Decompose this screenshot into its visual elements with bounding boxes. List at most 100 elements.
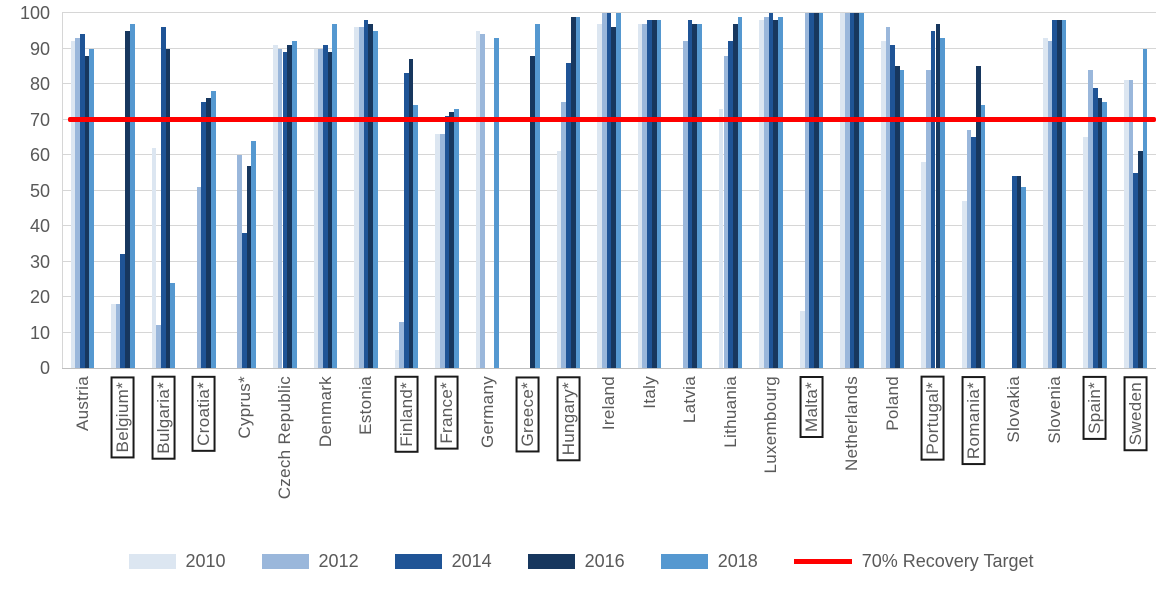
bar-Italy-2018 xyxy=(656,20,662,368)
bar-Luxembourg-2012 xyxy=(764,16,769,368)
bar-Latvia-2016 xyxy=(692,23,698,368)
x-axis-label-Bulgaria: Bulgaria* xyxy=(151,376,176,460)
bar-Spain-2018 xyxy=(1102,101,1107,368)
bar-Denmark-2018 xyxy=(332,23,338,368)
x-axis-label-wrap: Bulgaria* xyxy=(147,376,179,542)
bar-Luxembourg-2016 xyxy=(773,20,779,368)
bar-Cyprus-2016 xyxy=(246,165,252,368)
bar-Croatia-2014 xyxy=(201,101,207,368)
bar-Poland-2018 xyxy=(899,69,905,368)
legend-label-2012: 2012 xyxy=(318,551,359,571)
y-axis-tick-label-40: 40 xyxy=(29,216,50,236)
bar-Spain-2016 xyxy=(1097,98,1103,368)
bar-Latvia-2014 xyxy=(687,20,693,368)
x-axis-label-Luxembourg: Luxembourg xyxy=(761,376,781,474)
bar-Ireland-2012 xyxy=(601,13,607,368)
legend-label-2014: 2014 xyxy=(451,551,492,571)
bar-Hungary-2018 xyxy=(575,16,581,368)
bar-Netherlands-2010 xyxy=(840,13,846,368)
bar-Cyprus-2018 xyxy=(251,140,257,368)
bar-Sweden-2016 xyxy=(1138,151,1143,368)
chart-legend: 2010 2012 2014 2016 2018 70% Recovery Target xyxy=(0,551,1162,572)
x-axis-label-wrap: Romania* xyxy=(958,376,990,542)
x-axis-line xyxy=(62,368,1156,369)
bar-Luxembourg-2014 xyxy=(768,13,774,368)
x-axis-label-wrap: Ireland xyxy=(593,376,625,542)
bar-Ireland-2010 xyxy=(597,23,602,368)
bar-Czech Republic-2012 xyxy=(277,48,283,368)
x-axis-label-wrap: France* xyxy=(431,376,463,542)
bar-Romania-2010 xyxy=(961,201,967,368)
bar-Belgium-2018 xyxy=(129,23,135,368)
bar-Slovenia-2014 xyxy=(1052,20,1058,368)
x-axis-label-wrap: Cyprus* xyxy=(228,376,260,542)
bar-Malta-2010 xyxy=(799,311,805,368)
bar-Spain-2012 xyxy=(1088,69,1093,368)
bar-Czech Republic-2016 xyxy=(287,44,292,368)
bar-Italy-2016 xyxy=(651,20,657,368)
y-axis-tick-label-80: 80 xyxy=(29,74,50,94)
bar-Hungary-2012 xyxy=(561,101,567,368)
target-line-70-percent xyxy=(68,117,1156,122)
bar-Finland-2014 xyxy=(404,73,409,368)
bar-Denmark-2010 xyxy=(313,48,319,368)
x-axis-label-Netherlands: Netherlands xyxy=(842,376,862,471)
x-axis-label-wrap: Poland xyxy=(877,376,909,542)
bar-Netherlands-2018 xyxy=(859,13,864,368)
legend-item-2012: 2012 xyxy=(261,551,359,572)
bar-Cyprus-2014 xyxy=(241,233,247,368)
x-axis-label-Spain: Spain* xyxy=(1083,376,1107,440)
legend-item-2010: 2010 xyxy=(128,551,226,572)
x-axis-label-wrap: Italy xyxy=(634,376,666,542)
bar-Finland-2012 xyxy=(399,321,405,368)
bar-Italy-2012 xyxy=(642,23,648,368)
bar-Bulgaria-2018 xyxy=(170,282,176,368)
gridline-100 xyxy=(62,12,1156,13)
bar-Slovakia-2018 xyxy=(1021,186,1026,368)
legend-swatch-2016 xyxy=(527,554,575,569)
bar-Austria-2014 xyxy=(79,34,85,368)
bar-Malta-2014 xyxy=(809,13,814,368)
bar-Slovakia-2014 xyxy=(1011,176,1017,368)
x-axis-label-wrap: Portugal* xyxy=(917,376,949,542)
x-axis-label-wrap: Sweden xyxy=(1120,376,1152,542)
bar-Luxembourg-2018 xyxy=(778,16,783,368)
bar-Romania-2012 xyxy=(966,130,972,368)
bar-France-2012 xyxy=(439,133,445,368)
legend-item-target: 70% Recovery Target xyxy=(793,551,1034,572)
bar-Belgium-2010 xyxy=(111,304,116,368)
x-axis-label-wrap: Hungary* xyxy=(553,376,585,542)
bar-Bulgaria-2016 xyxy=(165,48,171,368)
x-axis-label-Czech Republic: Czech Republic xyxy=(275,376,295,500)
bar-Belgium-2014 xyxy=(120,254,126,368)
y-axis-tick-label-20: 20 xyxy=(29,287,50,307)
bar-Croatia-2016 xyxy=(206,98,211,368)
bar-Belgium-2012 xyxy=(115,304,121,368)
bar-France-2014 xyxy=(444,115,450,368)
legend-swatch-2010 xyxy=(128,554,176,569)
x-axis-label-Germany: Germany xyxy=(477,376,497,449)
x-axis-label-wrap: Croatia* xyxy=(188,376,220,542)
x-axis-label-Romania: Romania* xyxy=(961,376,986,466)
bar-Italy-2010 xyxy=(637,23,643,368)
bar-Croatia-2012 xyxy=(196,186,202,368)
x-axis-label-wrap: Greece* xyxy=(512,376,544,542)
x-axis-label-Croatia: Croatia* xyxy=(192,376,216,452)
bar-Ireland-2016 xyxy=(611,27,617,368)
bar-Portugal-2018 xyxy=(940,37,945,368)
x-axis-label-Estonia: Estonia xyxy=(356,376,376,435)
y-axis-tick-label-10: 10 xyxy=(29,322,50,343)
bar-Lithuania-2012 xyxy=(723,55,729,368)
y-axis-tick-label-30: 30 xyxy=(29,251,50,272)
x-axis-label-Slovakia: Slovakia xyxy=(1004,376,1024,443)
x-axis-label-Hungary: Hungary* xyxy=(556,376,581,462)
bar-Estonia-2016 xyxy=(368,23,373,368)
x-axis-label-Ireland: Ireland xyxy=(599,376,619,431)
legend-label-2016: 2016 xyxy=(584,551,625,571)
x-axis-label-Greece: Greece* xyxy=(516,376,540,453)
bar-Lithuania-2014 xyxy=(728,41,733,368)
bar-Malta-2016 xyxy=(813,13,819,368)
x-axis-label-wrap: Estonia xyxy=(350,376,382,542)
bar-Czech Republic-2014 xyxy=(282,52,288,368)
